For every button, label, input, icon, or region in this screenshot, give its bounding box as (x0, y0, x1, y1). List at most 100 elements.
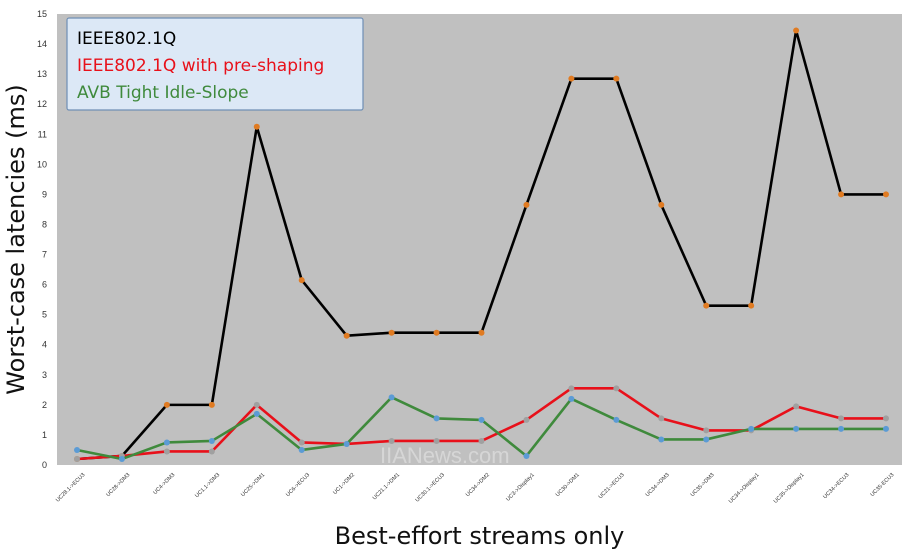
y-tick-label: 4 (42, 340, 47, 350)
x-tick-label: UC34->DM2 (465, 472, 491, 498)
data-point (838, 425, 845, 432)
data-point (883, 425, 889, 432)
x-tick-label: UC34->DM3 (645, 472, 671, 498)
data-point (253, 123, 260, 130)
y-tick-label: 13 (37, 69, 47, 79)
data-point (343, 440, 350, 447)
x-tick-label: UC35->DM3 (690, 472, 716, 498)
data-point (208, 401, 215, 408)
x-axis-title: Best-effort streams only (335, 522, 625, 550)
y-tick-label: 10 (37, 159, 47, 169)
y-tick-label: 15 (37, 9, 47, 19)
y-tick-label: 1 (42, 430, 47, 440)
data-point (74, 455, 80, 462)
data-point (568, 75, 575, 82)
data-point (208, 448, 215, 455)
data-point (883, 191, 889, 198)
x-tick-label: UC28.1->ECU3 (55, 472, 86, 503)
legend-entry: IEEE802.1Q (77, 29, 176, 49)
x-tick-label: UC21->ECU3 (598, 472, 626, 500)
data-point (388, 394, 395, 401)
data-point (253, 410, 260, 417)
data-point (793, 403, 800, 410)
x-tick-label: UC30.1->ECU3 (415, 472, 446, 503)
data-point (523, 452, 530, 459)
x-tick-label: UC21.1->DM1 (372, 472, 401, 501)
data-point (703, 427, 710, 434)
data-point (883, 415, 889, 422)
data-point (523, 201, 530, 208)
data-point (343, 332, 350, 339)
x-tick-label: UC28->DM3 (105, 472, 131, 498)
y-tick-label: 3 (42, 370, 47, 380)
data-point (838, 415, 845, 422)
x-tick-label: UC34->ECU3 (822, 472, 850, 500)
data-point (208, 437, 215, 444)
x-tick-label: UC30->DM1 (555, 472, 581, 498)
data-point (523, 416, 530, 423)
data-point (658, 415, 665, 422)
data-point (568, 395, 575, 402)
data-point (388, 437, 395, 444)
y-tick-label: 12 (37, 99, 47, 109)
legend-entry: AVB Tight Idle-Slope (77, 83, 249, 103)
y-tick-label: 8 (42, 219, 47, 229)
x-tick-label: UC3->Display1 (505, 472, 536, 503)
data-point (433, 415, 440, 422)
y-tick-label: 14 (37, 39, 47, 49)
x-tick-label: UC6->ECU3 (285, 472, 311, 498)
data-point (118, 455, 125, 462)
x-tick-label: UC1->DM2 (332, 472, 356, 496)
data-point (163, 448, 170, 455)
data-point (838, 191, 845, 198)
data-point (793, 27, 800, 34)
data-point (388, 329, 395, 336)
data-point (163, 401, 170, 408)
x-tick-label: UC35-ECU3 (870, 472, 896, 498)
data-point (253, 401, 260, 408)
data-point (703, 436, 710, 443)
data-point (658, 436, 665, 443)
legend: IEEE802.1Q IEEE802.1Q with pre-shaping AVB… (66, 17, 364, 111)
y-tick-label: 6 (42, 280, 47, 290)
y-tick-label: 7 (42, 250, 47, 260)
data-point (478, 416, 485, 423)
data-point (298, 446, 305, 453)
data-point (748, 302, 755, 309)
x-axis-ticks: UC28.1->ECU3 UC28->DM3 UC4->DM3 UC1.1->DM3 U… (55, 472, 895, 505)
legend-box (66, 17, 364, 111)
data-point (74, 446, 80, 453)
data-point (748, 425, 755, 432)
data-point (658, 201, 665, 208)
y-tick-label: 9 (42, 189, 47, 199)
x-tick-label: UC25->DM1 (240, 472, 266, 498)
y-tick-label: 5 (42, 310, 47, 320)
data-point (298, 439, 305, 446)
data-point (613, 416, 620, 423)
y-axis-title: Worst-case latencies (ms) (2, 84, 30, 394)
data-point (568, 385, 575, 392)
data-point (793, 425, 800, 432)
legend-entry: IEEE802.1Q with pre-shaping (77, 56, 324, 76)
data-point (433, 437, 440, 444)
data-point (613, 385, 620, 392)
data-point (298, 277, 305, 284)
data-point (163, 439, 170, 446)
y-tick-label: 0 (42, 460, 47, 470)
x-tick-label: UC35->Display1 (773, 472, 806, 505)
data-point (478, 437, 485, 444)
watermark: IIANews.com (380, 443, 510, 468)
series-group (74, 27, 889, 462)
x-tick-label: UC1.1->DM3 (194, 472, 221, 499)
data-point (433, 329, 440, 336)
data-point (613, 75, 620, 82)
x-tick-label: UC34->Display1 (728, 472, 761, 505)
x-tick-label: UC4->DM3 (152, 472, 176, 496)
data-point (703, 302, 710, 309)
y-tick-label: 11 (38, 129, 47, 139)
y-tick-label: 2 (42, 400, 47, 410)
series-3 (74, 394, 889, 462)
data-point (478, 329, 485, 336)
